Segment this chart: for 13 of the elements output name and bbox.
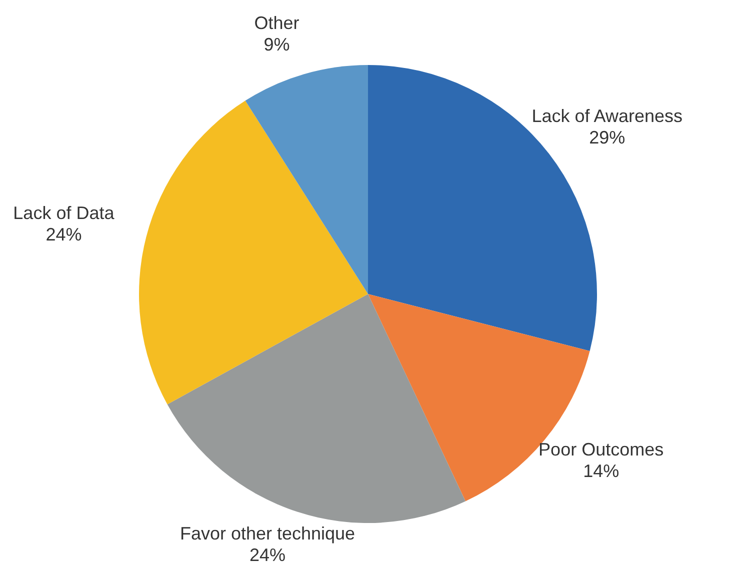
slice-label: Favor other technique: [180, 523, 356, 544]
data-label: 9%: [264, 34, 290, 55]
pie-slice: [245, 65, 368, 294]
data-label: 14%: [583, 461, 620, 482]
data-label: 24%: [250, 544, 286, 565]
data-label: 29%: [589, 127, 626, 148]
slice-label: Other: [254, 13, 300, 33]
data-label: 24%: [46, 224, 82, 245]
slice-label: Poor Outcomes: [538, 440, 664, 460]
slice-label: Lack of Data: [13, 203, 116, 223]
slice-label: Lack of Awareness: [532, 106, 683, 126]
pie-slice: [139, 100, 368, 404]
pie-slice: [167, 294, 466, 523]
